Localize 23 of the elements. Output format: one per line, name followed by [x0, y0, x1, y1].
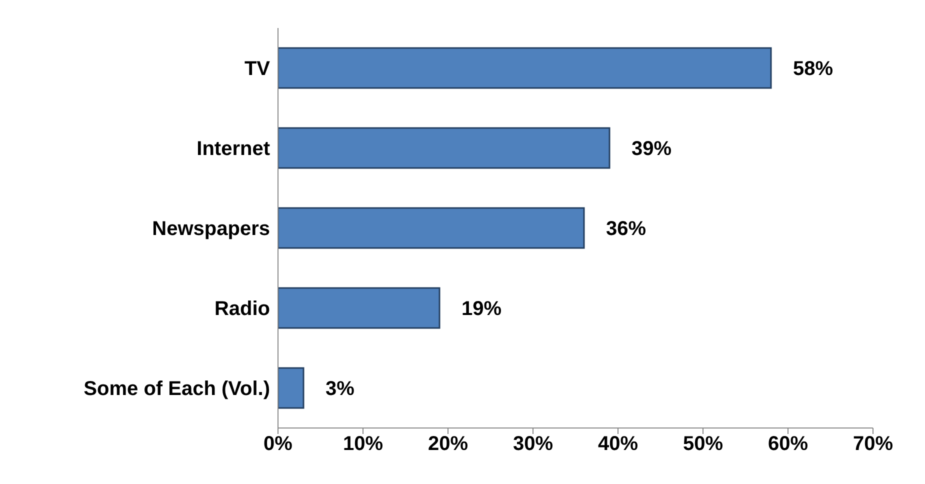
bar: [278, 127, 610, 169]
x-tick-label: 10%: [342, 433, 384, 456]
data-label: 39%: [632, 138, 672, 160]
x-tick-label: 50%: [682, 433, 724, 456]
x-tick-label: 70%: [852, 433, 894, 456]
x-tick-label: 0%: [264, 433, 293, 456]
data-label: 58%: [793, 58, 834, 80]
x-tick-label: 30%: [512, 433, 554, 456]
bar: [278, 287, 440, 329]
y-tick-label: Radio: [214, 298, 270, 320]
data-label: 36%: [606, 218, 646, 240]
bar: [278, 207, 585, 249]
y-tick-label: Newspapers: [152, 218, 270, 240]
x-tick-label: 40%: [598, 433, 638, 456]
y-tick-label: Some of Each (Vol.): [84, 378, 270, 400]
bar: [278, 47, 772, 89]
data-label: 19%: [462, 298, 502, 320]
data-label: 3%: [326, 378, 355, 400]
x-tick-label: 20%: [428, 433, 468, 456]
bar: [278, 367, 304, 409]
y-tick-label: Internet: [196, 138, 270, 160]
x-tick-label: 60%: [768, 433, 808, 456]
y-tick-label: TV: [244, 58, 271, 80]
